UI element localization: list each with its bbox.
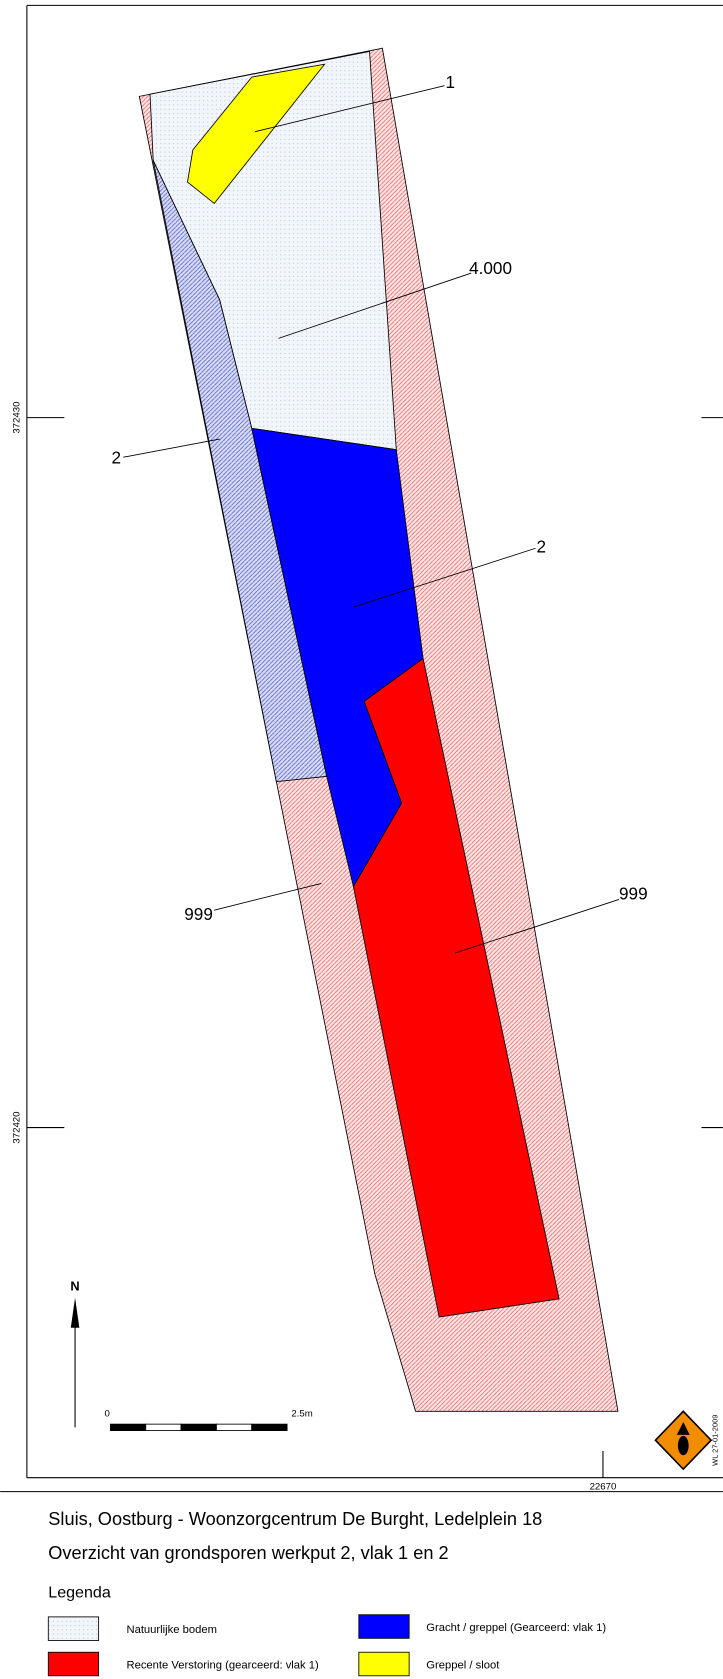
leader-lines [123, 85, 620, 954]
north-arrow [70, 1297, 80, 1428]
feature-label: 999 [184, 904, 213, 924]
legend-title: Legenda [48, 1584, 111, 1602]
coord-label: 372420 [11, 1111, 22, 1143]
subtitle: Overzicht van grondsporen werkput 2, vla… [48, 1543, 448, 1563]
feature-label: 2 [537, 537, 547, 557]
feature-label: 2 [111, 448, 121, 468]
coord-label: 372430 [11, 402, 22, 434]
stamp-icon [654, 1410, 713, 1471]
legend-label: Recente Verstoring (gearceerd: vlak 1) [126, 1659, 319, 1671]
feature-label: 4.000 [469, 258, 512, 278]
feature-label: 1 [446, 72, 456, 92]
feature-label: 999 [619, 883, 648, 903]
stamp-text: WL 27-01-2009 [711, 1415, 720, 1466]
title: Sluis, Oostburg - Woonzorgcentrum De Bur… [48, 1509, 542, 1529]
trench [138, 47, 619, 1412]
legend-label: Greppel / sloot [426, 1659, 500, 1671]
legend-label: Gracht / greppel (Gearceerd: vlak 1) [426, 1622, 606, 1634]
scale-label: 0 [105, 1409, 110, 1420]
coord-label: 22670 [590, 1481, 617, 1492]
legend-swatches [47, 1614, 410, 1677]
map-frame [26, 4, 723, 1479]
scale-label: 2.5m [291, 1409, 312, 1420]
legend-label: Natuurlijke bodem [126, 1624, 217, 1636]
scale-bar [109, 1423, 288, 1432]
north-label: N [70, 1278, 79, 1293]
